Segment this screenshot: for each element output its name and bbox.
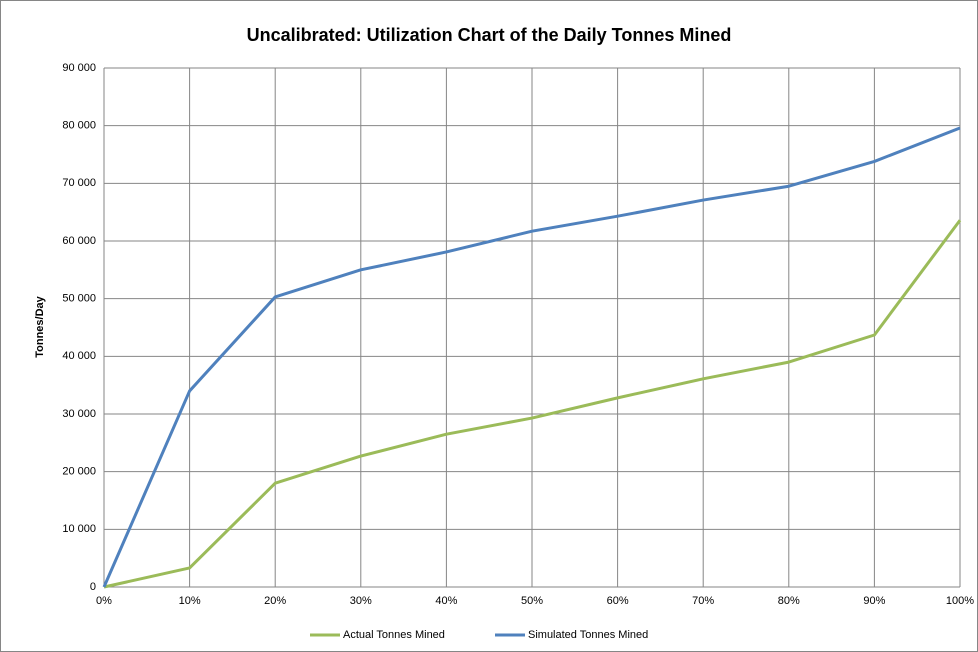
x-tick-label: 90% bbox=[863, 595, 885, 607]
x-tick-label: 50% bbox=[521, 595, 543, 607]
x-tick-label: 60% bbox=[607, 595, 629, 607]
series-line bbox=[102, 126, 961, 588]
y-tick-label: 70 000 bbox=[62, 177, 96, 189]
y-tick-label: 90 000 bbox=[62, 62, 96, 74]
series-line bbox=[103, 219, 962, 589]
legend-label: Simulated Tonnes Mined bbox=[528, 629, 648, 641]
y-tick-label: 60 000 bbox=[62, 235, 96, 247]
y-tick-label: 10 000 bbox=[62, 523, 96, 535]
y-tick-label: 50 000 bbox=[62, 293, 96, 305]
x-tick-label: 80% bbox=[778, 595, 800, 607]
legend-label: Actual Tonnes Mined bbox=[343, 629, 445, 641]
y-tick-label: 20 000 bbox=[62, 466, 96, 478]
x-tick-label: 40% bbox=[435, 595, 457, 607]
y-axis-label: Tonnes/Day bbox=[34, 295, 46, 357]
x-tick-label: 30% bbox=[350, 595, 372, 607]
y-tick-label: 30 000 bbox=[62, 408, 96, 420]
chart-title: Uncalibrated: Utilization Chart of the D… bbox=[247, 25, 732, 45]
x-tick-label: 100% bbox=[946, 595, 974, 607]
x-tick-label: 70% bbox=[692, 595, 714, 607]
x-tick-label: 10% bbox=[179, 595, 201, 607]
y-tick-label: 80 000 bbox=[62, 120, 96, 132]
y-tick-label: 0 bbox=[90, 581, 96, 593]
y-tick-label: 40 000 bbox=[62, 350, 96, 362]
x-tick-label: 0% bbox=[96, 595, 112, 607]
x-tick-label: 20% bbox=[264, 595, 286, 607]
